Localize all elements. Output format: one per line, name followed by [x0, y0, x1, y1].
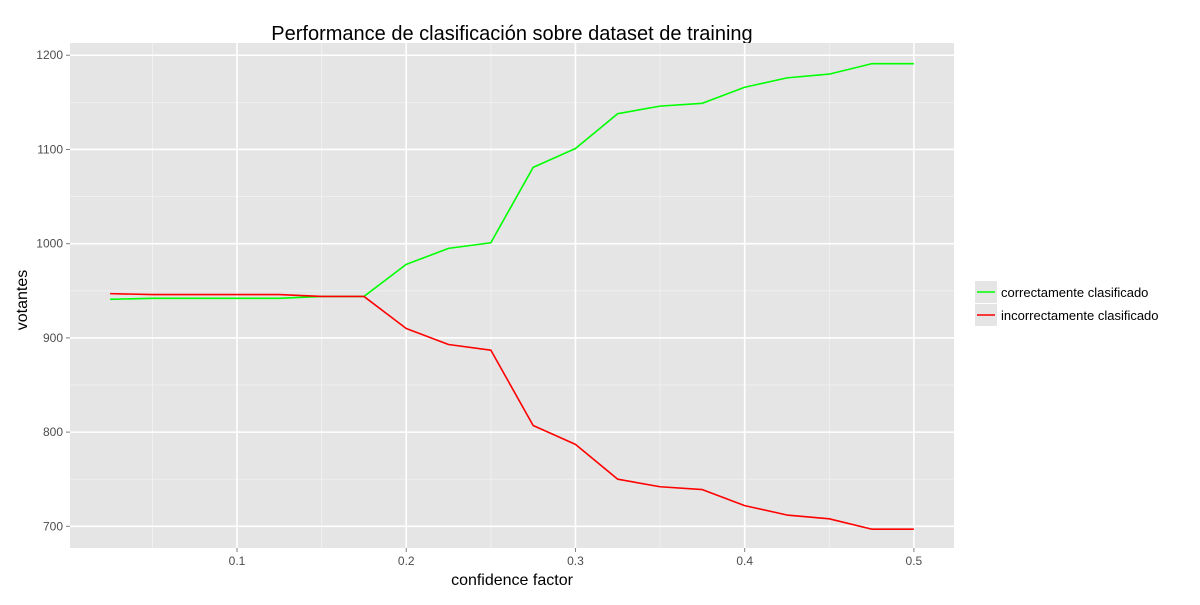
x-tick-label: 0.4 — [736, 554, 753, 568]
x-axis-title: confidence factor — [451, 572, 574, 589]
x-tick-label: 0.3 — [567, 554, 584, 568]
y-tick-label: 1200 — [36, 48, 63, 62]
series-line-2 — [110, 292, 914, 530]
series-layer — [110, 62, 914, 530]
chart-title: Performance de clasificación sobre datas… — [271, 23, 752, 45]
x-tick-label: 0.1 — [229, 554, 246, 568]
x-tick-label: 0.2 — [398, 554, 415, 568]
y-tick-label: 700 — [43, 519, 63, 533]
plot-panel — [70, 43, 954, 548]
legend-label-1: correctamente clasificado — [1001, 285, 1148, 300]
y-tick-label: 1000 — [36, 237, 63, 251]
legend: correctamente clasificado incorrectamente… — [975, 281, 1159, 326]
series-line-1 — [110, 62, 914, 301]
y-tick-label: 900 — [43, 331, 63, 345]
axis-ticks: 0.1 0.2 0.3 0.4 0.5 700 800 900 1000 1100 1200 — [36, 48, 922, 568]
y-tick-label: 1100 — [37, 142, 63, 156]
y-axis-title: votantes — [14, 270, 31, 330]
y-tick-label: 800 — [43, 425, 63, 439]
x-tick-label: 0.5 — [906, 554, 923, 568]
plot-background — [70, 43, 954, 548]
legend-label-2: incorrectamente clasificado — [1001, 308, 1159, 323]
